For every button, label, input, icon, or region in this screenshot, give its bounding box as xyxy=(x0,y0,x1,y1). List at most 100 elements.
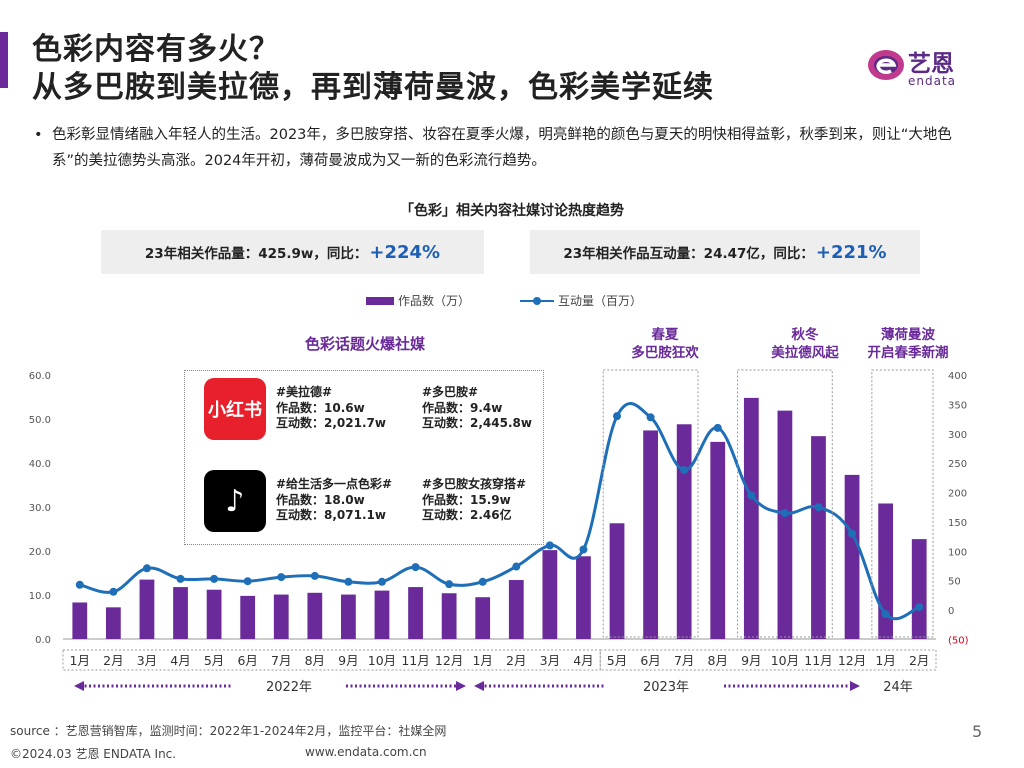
interact-stat-pct: +221% xyxy=(815,241,887,263)
left-arrowhead-icon xyxy=(474,681,484,691)
left-axis-tick-label: 0.0 xyxy=(35,635,51,646)
right-axis-tick-label: 350 xyxy=(948,400,967,411)
bar-works xyxy=(777,410,793,639)
year-group-label: 24年 xyxy=(883,680,913,695)
topic-tag: #多巴胺# xyxy=(422,385,479,399)
chart-legend: 作品数（万） 互动量（百万） xyxy=(0,290,1024,310)
bar-works xyxy=(710,441,726,639)
topic-interactions: 互动数：8,071.1w xyxy=(276,508,386,522)
interaction-point xyxy=(243,577,252,586)
x-tick-label: 7月 xyxy=(271,653,291,668)
left-axis-tick-label: 10.0 xyxy=(29,591,51,602)
x-tick-label: 1月 xyxy=(875,653,895,668)
bar-works xyxy=(643,430,658,639)
left-arrowhead-icon xyxy=(74,681,84,691)
interaction-point xyxy=(848,529,857,538)
interaction-point xyxy=(713,423,722,432)
interaction-point xyxy=(780,509,789,518)
tiktok-icon: ♪ xyxy=(204,470,266,532)
topic-tag: #美拉德# xyxy=(276,385,333,399)
x-tick-label: 5月 xyxy=(607,653,627,668)
bar-works xyxy=(508,580,524,639)
interaction-point xyxy=(646,413,655,422)
intro-paragraph: 色彩彰显情绪融入年轻人的生活。2023年，多巴胺穿搭、妆容在夏季火爆，明亮鲜艳的… xyxy=(34,122,984,174)
interaction-point xyxy=(680,466,689,475)
interaction-point xyxy=(747,491,756,500)
popup-title: 色彩话题火爆社媒 xyxy=(304,335,425,353)
x-tick-label: 2月 xyxy=(506,653,526,668)
period-autumn-line2: 美拉德风起 xyxy=(771,345,839,361)
bar-works xyxy=(341,594,356,639)
x-tick-label: 6月 xyxy=(640,653,660,668)
legend-item-works: 作品数（万） xyxy=(366,292,470,309)
bar-works xyxy=(206,589,222,639)
right-axis-tick-label: 250 xyxy=(948,459,967,470)
interaction-point xyxy=(109,587,118,596)
x-tick-label: 8月 xyxy=(305,653,325,668)
topic-dopamine: #多巴胺# 作品数：9.4w 互动数：2,445.8w xyxy=(422,385,532,432)
right-axis-tick-label: (50) xyxy=(948,635,969,646)
logo-text-en: endata xyxy=(908,74,957,88)
x-tick-label: 5月 xyxy=(204,653,224,668)
topic-interactions: 互动数：2,021.7w xyxy=(276,416,386,430)
interaction-point xyxy=(277,573,286,582)
interaction-point xyxy=(613,412,622,421)
period-label-autumn: 秋冬 美拉德风起 xyxy=(745,326,865,362)
xiaohongshu-icon: 小红书 xyxy=(204,378,266,440)
interact-stat-box: 23年相关作品互动量：24.47亿，同比： +221% xyxy=(530,230,920,274)
year-group-label: 2023年 xyxy=(643,680,689,695)
period-label-spring: 春夏 多巴胺狂欢 xyxy=(600,326,730,362)
title-accent-bar xyxy=(0,32,8,88)
works-stat-pct: +224% xyxy=(369,241,441,263)
footer-copyright: ©2024.03 艺恩 ENDATA Inc. xyxy=(10,747,177,761)
bar-works xyxy=(475,597,491,639)
interaction-point xyxy=(478,577,487,586)
bar-works xyxy=(105,607,121,639)
legend-bar-swatch xyxy=(366,296,394,305)
footer-url[interactable]: www.endata.com.cn xyxy=(305,745,427,759)
bar-works xyxy=(240,595,256,639)
period-spring-line2: 多巴胺狂欢 xyxy=(631,345,699,361)
bar-works xyxy=(273,594,289,639)
legend-item-interact: 互动量（百万） xyxy=(520,292,642,309)
right-arrowhead-icon xyxy=(850,681,860,691)
right-arrowhead-icon xyxy=(456,681,466,691)
x-tick-label: 4月 xyxy=(573,653,593,668)
period-highlight-box xyxy=(602,369,699,638)
bar-works xyxy=(542,550,558,639)
interaction-point xyxy=(377,577,386,586)
topic-tag: #多巴胺女孩穿搭# xyxy=(422,477,527,491)
legend-label-works: 作品数（万） xyxy=(398,294,471,308)
x-tick-label: 12月 xyxy=(435,653,463,668)
period-highlight-box xyxy=(737,369,833,638)
x-tick-label: 3月 xyxy=(137,653,157,668)
interaction-point xyxy=(915,603,924,612)
logo-mark-icon xyxy=(868,50,904,80)
period-autumn-line1: 秋冬 xyxy=(791,327,819,343)
chart-title: 「色彩」相关内容社媒讨论热度趋势 xyxy=(400,203,624,219)
bar-works xyxy=(811,436,826,639)
interaction-point xyxy=(310,571,319,580)
period-label-mint: 薄荷曼波 开启春季新潮 xyxy=(860,326,956,362)
x-tick-label: 2月 xyxy=(103,653,123,668)
left-axis-tick-label: 60.0 xyxy=(29,371,51,382)
bar-works xyxy=(307,592,323,639)
left-axis-tick-label: 50.0 xyxy=(29,415,51,426)
page-title-line1: 色彩内容有多火？ xyxy=(32,32,280,67)
year-group-label: 2022年 xyxy=(266,680,312,695)
bar-works xyxy=(676,424,692,639)
bar-works xyxy=(911,539,927,639)
bar-works xyxy=(743,397,759,639)
bar-works xyxy=(609,523,625,639)
interaction-point xyxy=(176,574,185,583)
x-tick-label: 6月 xyxy=(237,653,257,668)
page-title-line2: 从多巴胺到美拉德，再到薄荷曼波，色彩美学延续 xyxy=(32,70,714,105)
topic-works: 作品数：15.9w xyxy=(422,492,511,507)
endata-logo: 艺恩 endata xyxy=(866,44,986,90)
x-tick-label: 1月 xyxy=(70,653,90,668)
right-axis-tick-label: 100 xyxy=(948,547,967,558)
right-axis-tick-label: 300 xyxy=(948,430,967,441)
x-tick-label: 7月 xyxy=(674,653,694,668)
topic-more-color: #给生活多一点色彩# 作品数：18.0w 互动数：8,071.1w xyxy=(276,477,392,524)
interaction-point xyxy=(814,503,823,512)
